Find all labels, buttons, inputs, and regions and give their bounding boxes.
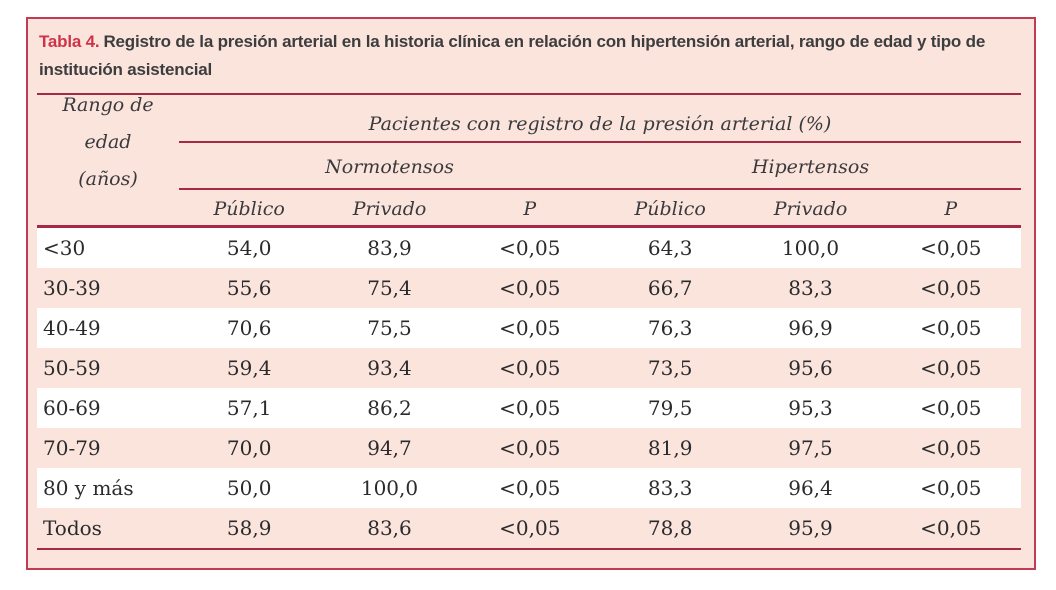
cell-value: 75,5 bbox=[367, 316, 412, 340]
cell-value: 95,9 bbox=[788, 516, 833, 540]
row-header-line2: (años) bbox=[78, 168, 138, 190]
cell-value: 78,8 bbox=[647, 516, 693, 540]
cell-value: 55,6 bbox=[226, 276, 272, 300]
cell-value: 81,9 bbox=[647, 436, 693, 460]
cell-value: <0,05 bbox=[499, 316, 561, 340]
cell-value: <0,05 bbox=[920, 276, 982, 300]
column-header: Privado bbox=[352, 198, 427, 220]
cell-value: <0,05 bbox=[920, 316, 982, 340]
column-header: Público bbox=[213, 198, 285, 220]
cell-value: 83,9 bbox=[367, 236, 412, 260]
row-label: Todos bbox=[43, 516, 102, 540]
cell-value: 50,0 bbox=[226, 476, 272, 500]
row-label: <30 bbox=[43, 236, 86, 260]
row-label: 70-79 bbox=[43, 436, 101, 460]
cell-value: 76,3 bbox=[647, 316, 693, 340]
row-label: 60-69 bbox=[43, 396, 101, 420]
span-header: Pacientes con registro de la presión art… bbox=[179, 95, 1021, 143]
cell-value: <0,05 bbox=[499, 476, 561, 500]
cell-value: 83,3 bbox=[647, 476, 693, 500]
cell-value: 100,0 bbox=[360, 476, 419, 500]
table-row: 70-79 70,0 94,7 <0,05 81,9 97,5 <0,05 bbox=[37, 428, 1021, 468]
cell-value: 79,5 bbox=[647, 396, 693, 420]
column-header: Privado bbox=[773, 198, 848, 220]
cell-value: 96,4 bbox=[788, 476, 833, 500]
table-row: 30-39 55,6 75,4 <0,05 66,7 83,3 <0,05 bbox=[37, 268, 1021, 308]
cell-value: <0,05 bbox=[499, 516, 561, 540]
cell-value: 70,6 bbox=[226, 316, 272, 340]
cell-value: 83,3 bbox=[788, 276, 833, 300]
cell-value: 54,0 bbox=[226, 236, 272, 260]
cell-value: <0,05 bbox=[499, 236, 561, 260]
cell-value: <0,05 bbox=[920, 516, 982, 540]
row-label: 40-49 bbox=[43, 316, 101, 340]
column-header: Público bbox=[634, 198, 706, 220]
column-header: P bbox=[944, 198, 958, 220]
cell-value: <0,05 bbox=[920, 396, 982, 420]
cell-value: 58,9 bbox=[226, 516, 272, 540]
table-row: 40-49 70,6 75,5 <0,05 76,3 96,9 <0,05 bbox=[37, 308, 1021, 348]
table-row: 50-59 59,4 93,4 <0,05 73,5 95,6 <0,05 bbox=[37, 348, 1021, 388]
row-header-line1: Rango de edad bbox=[62, 94, 154, 153]
cell-value: 70,0 bbox=[226, 436, 272, 460]
cell-value: <0,05 bbox=[499, 396, 561, 420]
row-label: 50-59 bbox=[43, 356, 101, 380]
cell-value: <0,05 bbox=[920, 236, 982, 260]
table-row: Todos 58,9 83,6 <0,05 78,8 95,9 <0,05 bbox=[37, 508, 1021, 548]
column-header: P bbox=[523, 198, 537, 220]
group-header-normotensos: Normotensos bbox=[179, 143, 600, 190]
table-header: Rango de edad (años) Pacientes con regis… bbox=[37, 94, 1021, 228]
cell-value: 94,7 bbox=[367, 436, 412, 460]
row-label: 30-39 bbox=[43, 276, 101, 300]
cell-value: <0,05 bbox=[499, 436, 561, 460]
table-caption-number: Tabla 4. bbox=[39, 32, 100, 51]
cell-value: <0,05 bbox=[499, 356, 561, 380]
group-header-hipertensos: Hipertensos bbox=[599, 143, 1021, 190]
cell-value: 86,2 bbox=[367, 396, 412, 420]
cell-value: 57,1 bbox=[226, 396, 272, 420]
cell-value: 75,4 bbox=[367, 276, 412, 300]
cell-value: 64,3 bbox=[647, 236, 693, 260]
cell-value: 100,0 bbox=[781, 236, 840, 260]
row-label: 80 y más bbox=[43, 476, 134, 500]
cell-value: 93,4 bbox=[367, 356, 412, 380]
cell-value: <0,05 bbox=[499, 276, 561, 300]
table-row: 80 y más 50,0 100,0 <0,05 83,3 96,4 <0,05 bbox=[37, 468, 1021, 508]
row-header-cell: Rango de edad (años) bbox=[37, 94, 179, 190]
cell-value: 66,7 bbox=[647, 276, 693, 300]
cell-value: 73,5 bbox=[647, 356, 693, 380]
cell-value: 95,3 bbox=[788, 396, 833, 420]
cell-value: <0,05 bbox=[920, 356, 982, 380]
cell-value: <0,05 bbox=[920, 476, 982, 500]
cell-value: 83,6 bbox=[367, 516, 412, 540]
table-row: <30 54,0 83,9 <0,05 64,3 100,0 <0,05 bbox=[37, 228, 1021, 268]
cell-value: 95,6 bbox=[788, 356, 833, 380]
table-body: <30 54,0 83,9 <0,05 64,3 100,0 <0,05 30-39 55,6 7… bbox=[37, 228, 1021, 550]
cell-value: 96,9 bbox=[788, 316, 833, 340]
table-caption: Tabla 4. Registro de la presión arterial … bbox=[28, 19, 1034, 84]
cell-value: <0,05 bbox=[920, 436, 982, 460]
table-panel: Tabla 4. Registro de la presión arterial … bbox=[26, 17, 1036, 570]
cell-value: 97,5 bbox=[788, 436, 833, 460]
table-row: 60-69 57,1 86,2 <0,05 79,5 95,3 <0,05 bbox=[37, 388, 1021, 428]
table-caption-text: Registro de la presión arterial en la hi… bbox=[39, 32, 986, 79]
cell-value: 59,4 bbox=[226, 356, 272, 380]
data-table: Rango de edad (años) Pacientes con regis… bbox=[37, 93, 1021, 550]
